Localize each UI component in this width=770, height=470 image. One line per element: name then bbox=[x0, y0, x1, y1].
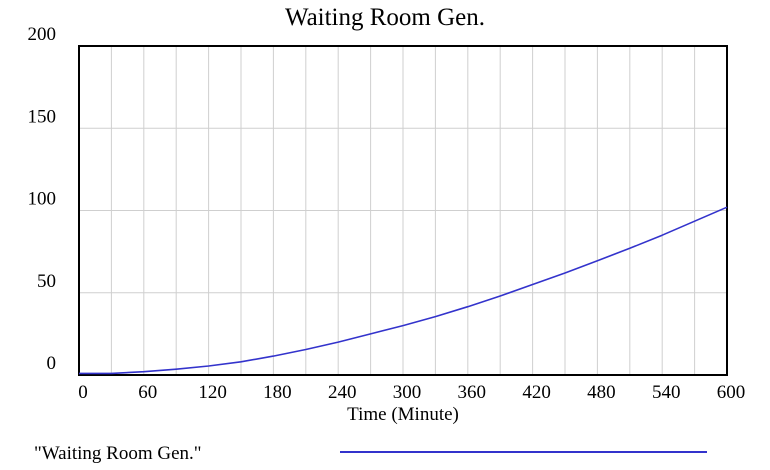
legend-series-name: "Waiting Room Gen." bbox=[34, 443, 202, 464]
y-tick-label: 0 bbox=[47, 353, 57, 374]
x-axis-ticks: 0 60 120 180 240 300 360 420 480 540 600 bbox=[78, 382, 745, 403]
plot-area-frame bbox=[78, 45, 728, 376]
x-tick-label: 180 bbox=[263, 382, 292, 403]
x-tick-label: 60 bbox=[138, 382, 157, 403]
x-tick-label: 300 bbox=[393, 382, 422, 403]
grid-lines bbox=[79, 46, 727, 375]
x-tick-label: 0 bbox=[78, 382, 88, 403]
y-tick-label: 200 bbox=[28, 24, 57, 45]
chart-title: Waiting Room Gen. bbox=[284, 4, 486, 31]
x-tick-label: 420 bbox=[522, 382, 551, 403]
series-layer bbox=[79, 206, 728, 375]
x-tick-label: 120 bbox=[198, 382, 227, 403]
legend-series-line bbox=[340, 451, 707, 453]
y-tick-label: 150 bbox=[28, 106, 57, 127]
x-tick-label: 240 bbox=[328, 382, 357, 403]
x-axis-label: Time (Minute) bbox=[347, 404, 459, 425]
y-tick-label: 50 bbox=[37, 271, 56, 292]
y-tick-label: 100 bbox=[28, 189, 57, 210]
y-axis-ticks: 0 50 100 150 200 bbox=[28, 24, 57, 374]
series-line bbox=[79, 206, 728, 375]
x-tick-label: 360 bbox=[458, 382, 487, 403]
x-tick-label: 600 bbox=[717, 382, 746, 403]
x-tick-label: 480 bbox=[587, 382, 616, 403]
x-tick-label: 540 bbox=[652, 382, 681, 403]
